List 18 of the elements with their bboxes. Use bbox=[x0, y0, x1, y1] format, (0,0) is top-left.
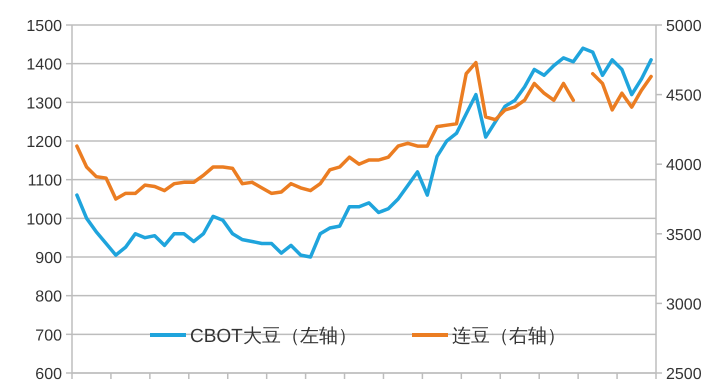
y2-tick-label: 3000 bbox=[666, 296, 702, 314]
y-tick-label: 600 bbox=[35, 366, 62, 383]
y-tick-label: 1200 bbox=[26, 134, 62, 151]
legend-label: 连豆（右轴） bbox=[452, 326, 566, 347]
y2-tick-label: 4000 bbox=[666, 157, 702, 174]
y-tick-label: 1400 bbox=[26, 56, 62, 74]
legend-label: CBOT大豆（左轴） bbox=[190, 326, 357, 347]
y-tick-label: 1500 bbox=[26, 18, 62, 35]
y2-tick-label: 3500 bbox=[666, 226, 702, 244]
y2-tick-label: 2500 bbox=[666, 366, 702, 383]
y-tick-label: 1000 bbox=[26, 211, 62, 228]
y-tick-label: 700 bbox=[35, 327, 62, 344]
y-tick-label: 1300 bbox=[26, 95, 62, 112]
y-tick-label: 900 bbox=[35, 250, 62, 267]
y2-tick-label: 4500 bbox=[666, 88, 702, 105]
y-tick-label: 800 bbox=[35, 288, 62, 306]
y2-tick-label: 5000 bbox=[666, 18, 702, 35]
y-tick-label: 1100 bbox=[28, 172, 62, 190]
